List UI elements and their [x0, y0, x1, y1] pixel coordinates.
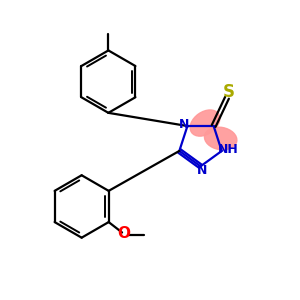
- Text: N: N: [179, 118, 189, 131]
- Ellipse shape: [190, 110, 220, 136]
- Text: S: S: [223, 83, 235, 101]
- Text: NH: NH: [218, 143, 238, 156]
- Text: N: N: [197, 164, 207, 177]
- Ellipse shape: [204, 127, 237, 150]
- Text: O: O: [117, 226, 130, 242]
